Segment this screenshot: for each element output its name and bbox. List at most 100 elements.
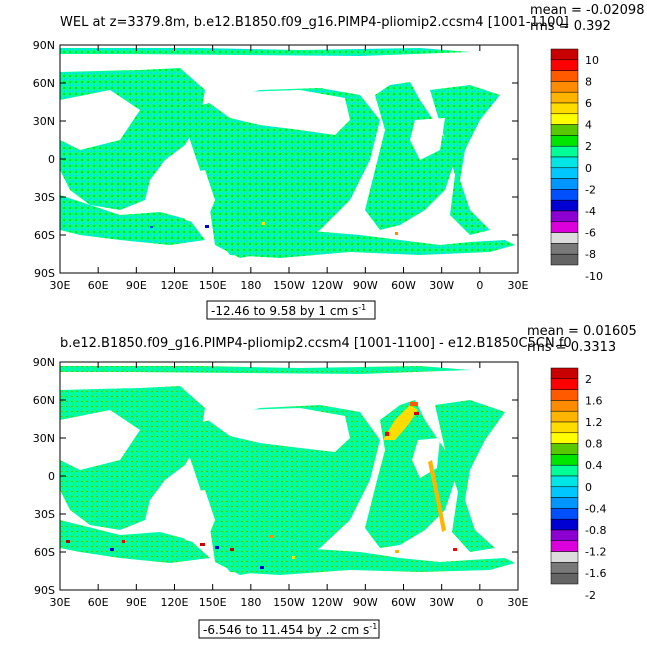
lon-tick-label: 180 <box>240 596 261 609</box>
colorbar-swatch <box>550 135 579 147</box>
colorbar-swatch <box>550 454 579 466</box>
panel-2-map <box>59 361 519 591</box>
panel-1-range-box: -12.46 to 9.58 by 1 cm s-1 <box>206 300 376 320</box>
panel-1-lat-ticks: 90N 60N 30N 0 30S 60S 90S <box>33 39 518 280</box>
lon-tick-label: 0 <box>476 279 483 292</box>
lon-tick-label: 90E <box>126 596 147 609</box>
lat-tick-label: 30S <box>34 191 55 204</box>
lon-tick-label: 60E <box>88 279 109 292</box>
colorbar-swatch <box>550 562 579 574</box>
colorbar-swatch <box>550 389 579 401</box>
colorbar-swatch <box>550 443 579 455</box>
lon-tick-label: 30W <box>429 279 454 292</box>
colorbar-swatch <box>550 529 579 542</box>
colorbar-label: 10 <box>585 54 599 67</box>
lon-tick-label: 150E <box>199 279 227 292</box>
colorbar-swatch <box>550 91 579 104</box>
lat-tick-label: 90S <box>34 584 55 597</box>
colorbar-swatch <box>550 508 579 520</box>
lon-tick-label: 150W <box>273 596 305 609</box>
lat-tick-label: 90S <box>34 267 55 280</box>
colorbar-label: -6 <box>585 227 596 240</box>
lat-tick-label: 0 <box>48 153 55 166</box>
colorbar-label: 0 <box>585 481 592 494</box>
lon-tick-label: 30E <box>50 279 71 292</box>
panel-2-lat-ticks: 90N 60N 30N 0 30S 60S 90S <box>33 356 518 597</box>
colorbar-label: -1.2 <box>585 546 606 559</box>
colorbar-swatch <box>550 378 579 390</box>
colorbar-label: 2 <box>585 373 592 386</box>
panel-2-title: b.e12.B1850.f09_g16.PIMP4-pliomip2.ccsm4… <box>60 336 572 351</box>
panel-1-hotspots <box>150 222 398 235</box>
colorbar-label: -1.6 <box>585 567 606 580</box>
lon-tick-label: 90W <box>353 279 378 292</box>
colorbar-swatch <box>550 551 579 563</box>
colorbar-label: 4 <box>585 119 592 132</box>
colorbar-swatch <box>550 199 579 212</box>
colorbar-label: 2 <box>585 140 592 153</box>
lat-tick-label: 60N <box>33 77 55 90</box>
colorbar-label: 1.2 <box>585 416 603 429</box>
panel-2-hotspots <box>66 402 457 569</box>
lon-tick-label: 120E <box>161 596 189 609</box>
lon-tick-label: 150E <box>199 596 227 609</box>
colorbar-swatch <box>550 540 579 552</box>
lon-tick-label: 30E <box>508 279 529 292</box>
colorbar-swatch <box>550 243 579 255</box>
colorbar-swatch <box>550 113 579 125</box>
colorbar-swatch <box>550 572 579 585</box>
colorbar-swatch <box>550 232 579 244</box>
colorbar-swatch <box>550 145 579 158</box>
colorbar-label: 6 <box>585 97 592 110</box>
panel-2-colorbar: 2 1.6 1.2 0.8 0.4 0 -0.4 -0.8 -1.2 -1.6 -2 <box>550 367 606 602</box>
colorbar-label: -0.4 <box>585 502 606 515</box>
colorbar-swatch <box>550 410 579 423</box>
colorbar-label: -8 <box>585 248 596 261</box>
colorbar-swatch <box>550 497 579 509</box>
lat-tick-label: 90N <box>33 356 55 369</box>
colorbar-swatch <box>550 124 579 136</box>
colorbar-swatch <box>550 48 579 61</box>
panel-1-range-label: -12.46 to 9.58 by 1 cm s-1 <box>211 303 366 318</box>
panel-1-map <box>59 44 519 274</box>
panel-2-land-mask <box>60 408 440 545</box>
lon-tick-label: 90E <box>126 279 147 292</box>
lon-tick-label: 30E <box>50 596 71 609</box>
colorbar-swatch <box>550 253 579 266</box>
colorbar-swatch <box>550 464 579 477</box>
colorbar-label: 1.6 <box>585 394 603 407</box>
colorbar-swatch <box>550 59 579 71</box>
panel-1-rms: rms = 0.392 <box>530 19 611 34</box>
colorbar-label: -4 <box>585 205 596 218</box>
lon-tick-label: 120W <box>311 596 343 609</box>
colorbar-swatch <box>550 367 579 380</box>
colorbar-swatch <box>550 486 579 498</box>
colorbar-swatch <box>550 70 579 82</box>
colorbar-label: 8 <box>585 75 592 88</box>
colorbar-label: -2 <box>585 183 596 196</box>
lon-tick-label: 120W <box>311 279 343 292</box>
panel-1-land-mask <box>60 90 445 225</box>
colorbar-label: 0.4 <box>585 459 603 472</box>
panel-2-range-box: -6.546 to 11.454 by .2 cm s-1 <box>198 619 380 639</box>
lat-tick-label: 60N <box>33 394 55 407</box>
lon-tick-label: 150W <box>273 279 305 292</box>
panel-2-lon-ticks: 30E 60E 90E 120E 150E 180 150W 120W 90W 60W 30W 0 30… <box>50 362 529 609</box>
colorbar-swatch <box>550 221 579 233</box>
panel-1-title: WEL at z=3379.8m, b.e12.B1850.f09_g16.PI… <box>60 15 569 30</box>
colorbar-label: -10 <box>585 270 603 283</box>
lat-tick-label: 60S <box>34 546 55 559</box>
colorbar-label: 0 <box>585 162 592 175</box>
panel-2-rms: rms = 0.3313 <box>527 340 616 355</box>
lon-tick-label: 60W <box>391 596 416 609</box>
lon-tick-label: 30W <box>429 596 454 609</box>
lon-tick-label: 30E <box>508 596 529 609</box>
panel-1-lon-ticks: 30E 60E 90E 120E 150E 180 150W 120W 90W 60W 30W 0 30… <box>50 45 529 292</box>
panel-2-range-label: -6.546 to 11.454 by .2 cm s-1 <box>203 622 377 637</box>
lon-tick-label: 120E <box>161 279 189 292</box>
lon-tick-label: 90W <box>353 596 378 609</box>
lat-tick-label: 0 <box>48 470 55 483</box>
colorbar-swatch <box>550 189 579 201</box>
colorbar-swatch <box>550 178 579 190</box>
